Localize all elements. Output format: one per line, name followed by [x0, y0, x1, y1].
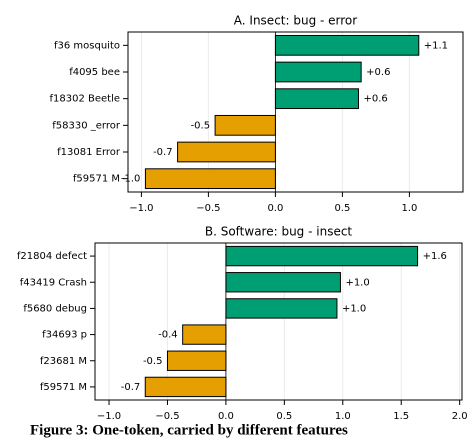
- bar: [144, 376, 227, 398]
- value-label: -0.7: [121, 382, 141, 393]
- x-tick-label: 2.0: [452, 411, 468, 422]
- y-tick-label: f4095 bee: [69, 67, 120, 78]
- x-tick-label: 0.5: [334, 203, 350, 214]
- x-tick-label: −0.5: [155, 411, 179, 422]
- caption: Figure 3: One-token, carried by differen…: [30, 422, 348, 438]
- bar: [225, 245, 419, 267]
- value-label: -1.0: [121, 174, 141, 185]
- y-tick-label: f58330 _error: [52, 120, 121, 131]
- y-tick-label: f59571 M: [40, 382, 87, 393]
- value-label: -0.5: [143, 356, 163, 367]
- bar: [225, 298, 338, 319]
- bar: [274, 34, 420, 56]
- plot-frame: [94, 242, 463, 401]
- value-label: -0.7: [153, 147, 173, 158]
- bar: [182, 324, 227, 345]
- value-label: +0.6: [366, 67, 390, 78]
- y-tick-label: f13081 Error: [57, 147, 121, 158]
- bar: [274, 61, 362, 83]
- bar: [144, 168, 276, 190]
- value-label: +1.6: [423, 251, 447, 262]
- value-label: +1.1: [424, 40, 448, 51]
- value-label: -0.4: [158, 330, 178, 341]
- y-tick-label: f21804 defect: [17, 251, 87, 262]
- y-tick-label: f43419 Crash: [20, 277, 87, 288]
- plot-frame: [127, 31, 464, 193]
- bar: [225, 272, 341, 293]
- y-tick-label: f34693 p: [42, 330, 87, 341]
- y-tick-label: f36 mosquito: [54, 40, 120, 51]
- x-tick-label: 0.5: [276, 411, 292, 422]
- value-label: +0.6: [363, 94, 387, 105]
- y-tick-label: f59571 M: [73, 174, 120, 185]
- x-tick-label: −1.0: [129, 203, 153, 214]
- x-tick-label: −1.0: [97, 411, 121, 422]
- chart-title: A. Insect: bug - error: [234, 14, 357, 28]
- x-tick-label: −0.5: [196, 203, 220, 214]
- x-tick-label: 1.5: [393, 411, 409, 422]
- y-tick-label: f23681 M: [40, 356, 87, 367]
- x-tick-label: 0.0: [218, 411, 234, 422]
- bar: [166, 350, 227, 371]
- chart-title: B. Software: bug - insect: [205, 225, 353, 239]
- bar: [274, 88, 359, 110]
- y-tick-label: f18302 Beetle: [49, 94, 120, 105]
- bar: [177, 141, 276, 163]
- bar: [214, 114, 276, 136]
- y-tick-label: f5680 debug: [23, 303, 87, 314]
- x-tick-label: 0.0: [267, 203, 283, 214]
- x-tick-label: 1.0: [401, 203, 417, 214]
- value-label: +1.0: [342, 303, 366, 314]
- value-label: +1.0: [345, 277, 369, 288]
- x-tick-label: 1.0: [335, 411, 351, 422]
- value-label: -0.5: [191, 120, 211, 131]
